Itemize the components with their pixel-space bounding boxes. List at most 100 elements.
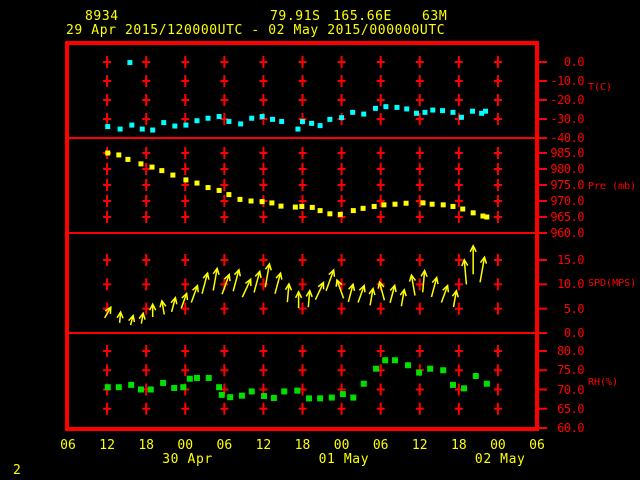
wind-arrow (368, 286, 376, 306)
wind-arrow (104, 305, 112, 319)
time-period: 29 Apr 2015/120000UTC - 02 May 2015/0000… (66, 23, 446, 38)
wind-arrow-stroke (223, 272, 231, 282)
humidity-data-point (405, 362, 412, 369)
wind-arrow (180, 291, 189, 309)
wind-arrow (420, 268, 428, 293)
wind-arrow-stroke (264, 263, 271, 288)
humidity-data-point (186, 375, 193, 382)
wind-arrow-stroke (420, 268, 428, 278)
pressure-data-point (138, 161, 144, 167)
wind-arrow-stroke (244, 277, 252, 286)
humidity-data-point (193, 374, 200, 381)
x-hour-label: 00 (177, 438, 194, 453)
humidity-axis-tick-label: 60.0 (557, 421, 584, 435)
temperature-data-point (249, 115, 255, 121)
wind-arrow-stroke (140, 313, 144, 324)
wind-axis-unit-label: SPD(MPS) (588, 278, 637, 289)
temperature-data-point (483, 108, 489, 114)
wind-arrow-stroke (275, 271, 283, 280)
temperature-data-point (440, 108, 446, 114)
pressure-data-point (269, 200, 275, 206)
wind-arrow-stroke (233, 268, 242, 277)
wind-arrow-stroke (104, 306, 112, 319)
wind-arrow-stroke (431, 275, 439, 285)
wind-arrow-stroke (128, 313, 136, 323)
wind-arrow-stroke (348, 282, 356, 291)
pressure-axis-tick-label: 960.0 (550, 226, 584, 240)
temperature-axis-unit-label: T(C) (588, 82, 613, 93)
pressure-axis-tick-label: 985.0 (550, 146, 584, 160)
pressure-data-point (278, 203, 284, 209)
wind-arrow (461, 258, 469, 285)
wind-arrow (274, 271, 283, 294)
wind-arrow-stroke (357, 285, 365, 303)
wind-arrow (314, 281, 325, 301)
pressure-data-point (337, 211, 343, 217)
wind-arrow-stroke (221, 274, 230, 295)
temperature-data-point (226, 118, 232, 124)
humidity-data-point (218, 391, 225, 398)
wind-arrow-stroke (314, 282, 325, 301)
x-hour-label: 06 (60, 438, 76, 453)
humidity-data-point (391, 357, 398, 364)
wind-arrow-stroke (212, 268, 218, 291)
temperature-data-point (270, 116, 276, 122)
wind-arrow (430, 275, 439, 298)
temperature-data-point (450, 109, 456, 115)
x-hour-label: 00 (490, 438, 506, 453)
temperature-data-point (394, 104, 400, 110)
humidity-data-point (373, 365, 380, 372)
wind-arrow-stroke (181, 291, 189, 301)
wind-arrow-stroke (399, 288, 407, 297)
wind-arrow (389, 283, 397, 303)
wind-arrow (440, 284, 450, 303)
wind-arrow-stroke (274, 272, 282, 294)
wind-arrow-stroke (451, 289, 459, 298)
wind-arrow (357, 284, 366, 303)
panel-separator-pressure-wind (69, 232, 535, 234)
temperature-data-point (413, 110, 419, 116)
humidity-data-point (306, 395, 313, 402)
wind-arrow-stroke (410, 274, 416, 296)
x-date-label: 02 May (474, 452, 526, 467)
humidity-data-point (328, 394, 335, 401)
wind-arrow (159, 299, 167, 315)
pressure-data-point (371, 203, 377, 209)
temperature-data-point (309, 120, 315, 126)
humidity-data-point (216, 384, 223, 391)
wind-arrow-stroke (463, 259, 468, 285)
pressure-data-point (237, 196, 243, 202)
temperature-data-point (172, 123, 178, 129)
temperature-data-point (470, 108, 476, 114)
humidity-data-point (427, 365, 434, 372)
x-hour-label: 18 (451, 438, 467, 453)
wind-arrow-stroke (104, 305, 112, 314)
pressure-data-point (317, 208, 323, 214)
temperature-data-point (430, 107, 436, 113)
wind-arrow (128, 313, 136, 326)
wind-arrow (190, 284, 199, 303)
wind-arrow-stroke (408, 273, 417, 282)
wind-arrow-stroke (336, 279, 345, 299)
wind-arrow-stroke (192, 284, 199, 293)
pressure-data-point (299, 203, 305, 209)
x-hour-label: 18 (294, 438, 311, 453)
wind-arrow-stroke (241, 278, 252, 298)
temperature-data-point (361, 111, 367, 117)
pressure-axis-tick-label: 965.0 (550, 210, 584, 224)
wind-arrow (212, 266, 220, 291)
pressure-axis-unit-label: Pre (mb) (588, 181, 637, 192)
wind-arrow-stroke (377, 280, 385, 289)
wind-arrow-stroke (421, 270, 426, 293)
temperature-data-point (295, 126, 301, 132)
page-number: 2 (13, 463, 21, 478)
wind-arrow (149, 302, 157, 318)
humidity-data-point (160, 379, 167, 386)
wind-arrow-stroke (170, 297, 177, 313)
wind-arrow-stroke (116, 310, 124, 319)
pressure-data-point (403, 200, 409, 206)
x-hour-label: 12 (411, 438, 428, 453)
pressure-data-point (194, 180, 200, 186)
panel-separator-temp-pressure (69, 137, 535, 139)
wind-arrow-stroke (264, 262, 273, 271)
